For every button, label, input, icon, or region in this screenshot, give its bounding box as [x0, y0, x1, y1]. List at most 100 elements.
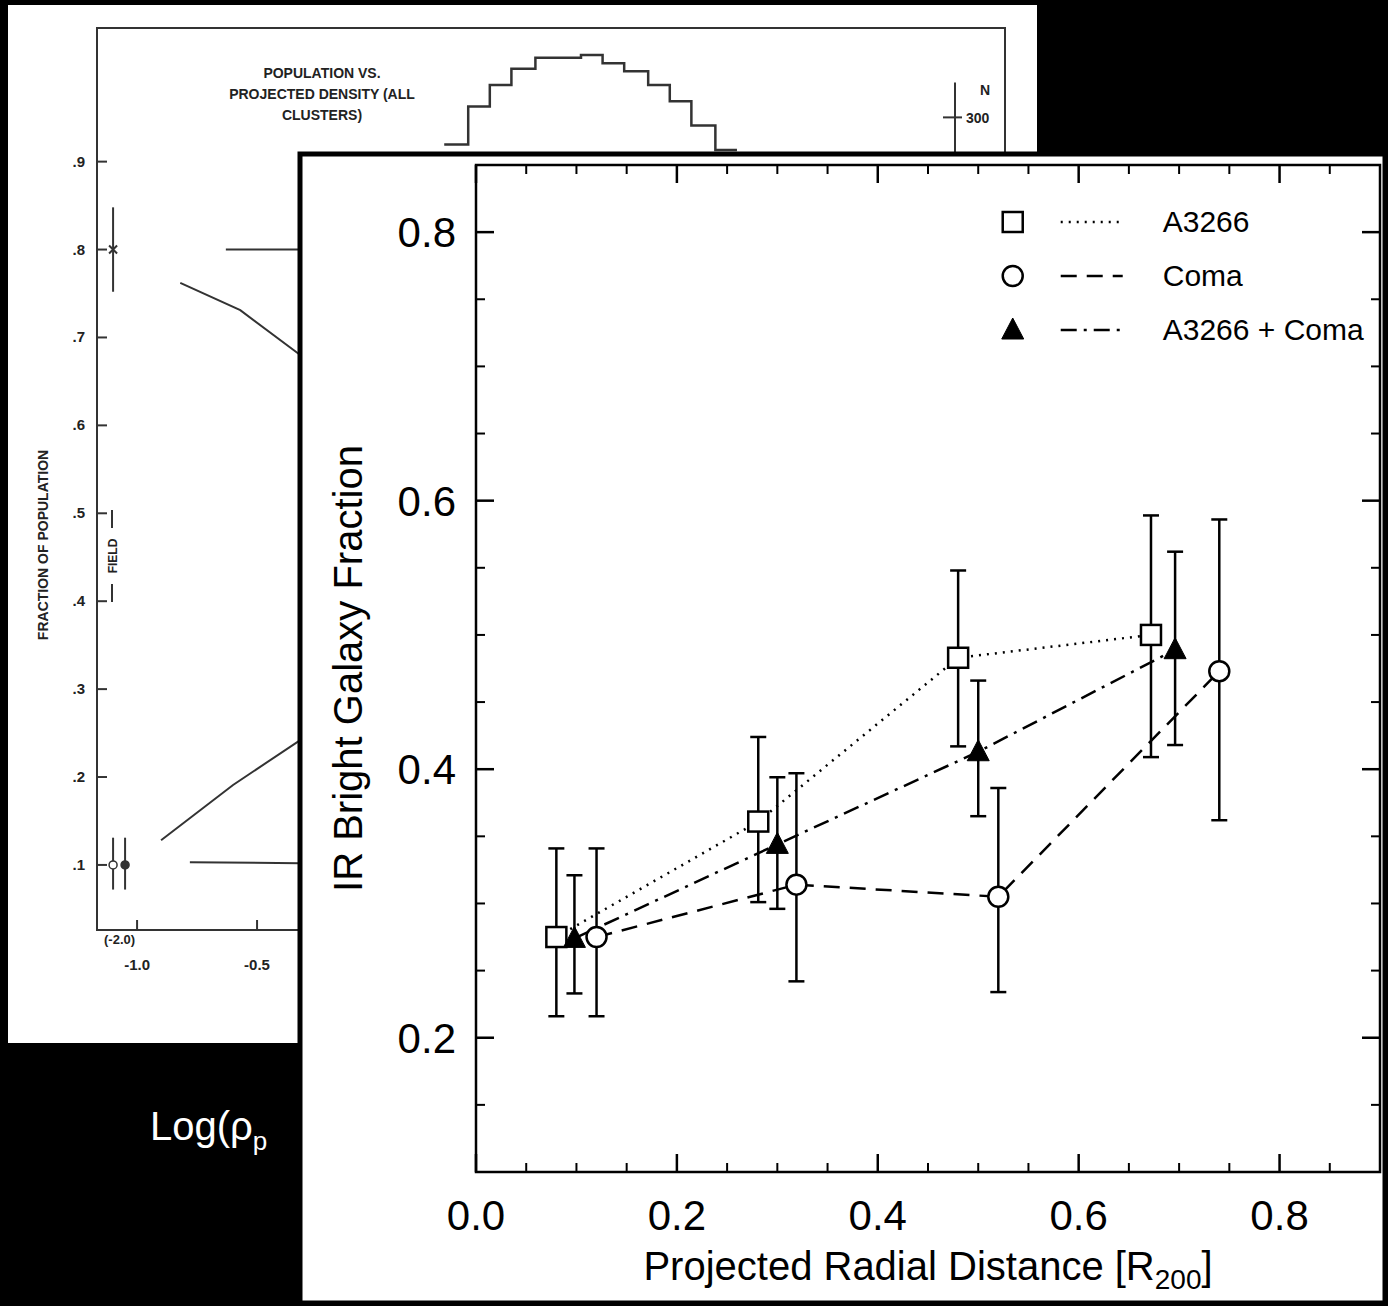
xtick	[1278, 1154, 1281, 1172]
histogram	[444, 55, 737, 150]
minor-tick	[1379, 165, 1381, 174]
back-ytick-label: .2	[72, 768, 85, 785]
xlabel-part: Projected Radial Distance [R	[643, 1244, 1154, 1288]
back-xtick	[256, 920, 258, 930]
minor-tick	[476, 1104, 485, 1106]
back-xtick-label: -0.5	[244, 956, 270, 973]
legend-label: Coma	[1163, 259, 1243, 292]
legend-marker	[1003, 212, 1023, 232]
legend-label: A3266 + Coma	[1163, 313, 1364, 346]
ytick	[1362, 1036, 1380, 1039]
front-data	[546, 515, 1229, 1016]
xtick	[1077, 165, 1080, 183]
xtick	[676, 1154, 679, 1172]
back-xlabel: Log(ρp	[150, 1104, 267, 1156]
series-line	[597, 671, 1220, 937]
error-cap	[1167, 744, 1183, 747]
minor-tick	[927, 165, 929, 174]
back-ytick	[97, 512, 107, 514]
minor-tick	[1027, 165, 1029, 174]
series-line	[556, 635, 1151, 937]
minor-tick	[1178, 1163, 1180, 1172]
minor-tick	[977, 1163, 979, 1172]
xtick-label: 0.2	[648, 1192, 706, 1239]
back-title: POPULATION VS.	[263, 65, 380, 81]
minor-tick	[1371, 298, 1380, 300]
front-frame	[476, 165, 1380, 1172]
legend-line	[1061, 221, 1123, 224]
error-cap	[589, 1015, 605, 1018]
back-ytick	[97, 688, 107, 690]
error-cap	[1143, 514, 1159, 517]
xtick	[475, 1154, 478, 1172]
legend-line	[1061, 275, 1123, 278]
xtick	[877, 1154, 880, 1172]
back-title: PROJECTED DENSITY (ALL	[229, 86, 415, 102]
error-cap	[788, 772, 804, 775]
minor-tick	[476, 567, 485, 569]
error-cap	[1143, 756, 1159, 759]
minor-tick	[1371, 567, 1380, 569]
minor-tick	[1371, 701, 1380, 703]
ytick	[1362, 768, 1380, 771]
minor-tick	[1371, 365, 1380, 367]
minor-tick	[626, 1163, 628, 1172]
xtick-label: 0.8	[1250, 1192, 1308, 1239]
curve	[226, 249, 300, 251]
point	[748, 812, 768, 832]
ytick	[476, 231, 494, 234]
point	[1209, 661, 1229, 681]
minor-tick	[1371, 1104, 1380, 1106]
ytick	[476, 1036, 494, 1039]
minor-tick	[776, 165, 778, 174]
minor-tick	[575, 1163, 577, 1172]
minor-tick	[1371, 835, 1380, 837]
back-ytick-label: .9	[72, 153, 85, 170]
error-cap	[589, 847, 605, 850]
back-xtick	[136, 920, 138, 930]
minor-tick	[1371, 164, 1380, 166]
xlabel-part: ]	[1201, 1244, 1212, 1288]
minor-tick	[1128, 1163, 1130, 1172]
xlabel: Projected Radial Distance [R200]	[643, 1244, 1212, 1295]
ytick	[1362, 231, 1380, 234]
point	[967, 740, 989, 761]
minor-tick	[575, 165, 577, 174]
curve	[161, 740, 300, 840]
back-ytick-label: .8	[72, 241, 85, 258]
point	[587, 927, 607, 947]
minor-tick	[776, 1163, 778, 1172]
xtick	[1278, 165, 1281, 183]
minor-tick	[1329, 165, 1331, 174]
error-cap	[769, 776, 785, 779]
xtick-label: 0.0	[447, 1192, 505, 1239]
point	[948, 648, 968, 668]
point	[121, 861, 129, 869]
minor-tick	[827, 1163, 829, 1172]
front-panel	[300, 154, 1385, 1303]
error-cap	[566, 992, 582, 995]
error-cap	[950, 569, 966, 572]
background	[0, 0, 1388, 1306]
back-xlabel-sub: p	[253, 1126, 267, 1156]
back-ytick	[97, 336, 107, 338]
minor-tick	[1371, 902, 1380, 904]
minor-tick	[1128, 165, 1130, 174]
minor-tick	[1228, 1163, 1230, 1172]
legend-marker	[1003, 266, 1023, 286]
minor-tick	[1371, 433, 1380, 435]
legend-label: A3266	[1163, 205, 1250, 238]
minor-tick	[1379, 1163, 1381, 1172]
back-ytick	[97, 600, 107, 602]
ytick	[476, 499, 494, 502]
back-ytick	[97, 864, 107, 866]
field-bracket	[111, 510, 113, 528]
minor-tick	[476, 164, 485, 166]
minor-tick	[1027, 1163, 1029, 1172]
minor-tick	[525, 1163, 527, 1172]
minor-tick	[1329, 1163, 1331, 1172]
point	[1164, 638, 1186, 659]
error-cap	[788, 980, 804, 983]
error-cap	[990, 991, 1006, 994]
point	[766, 832, 788, 853]
